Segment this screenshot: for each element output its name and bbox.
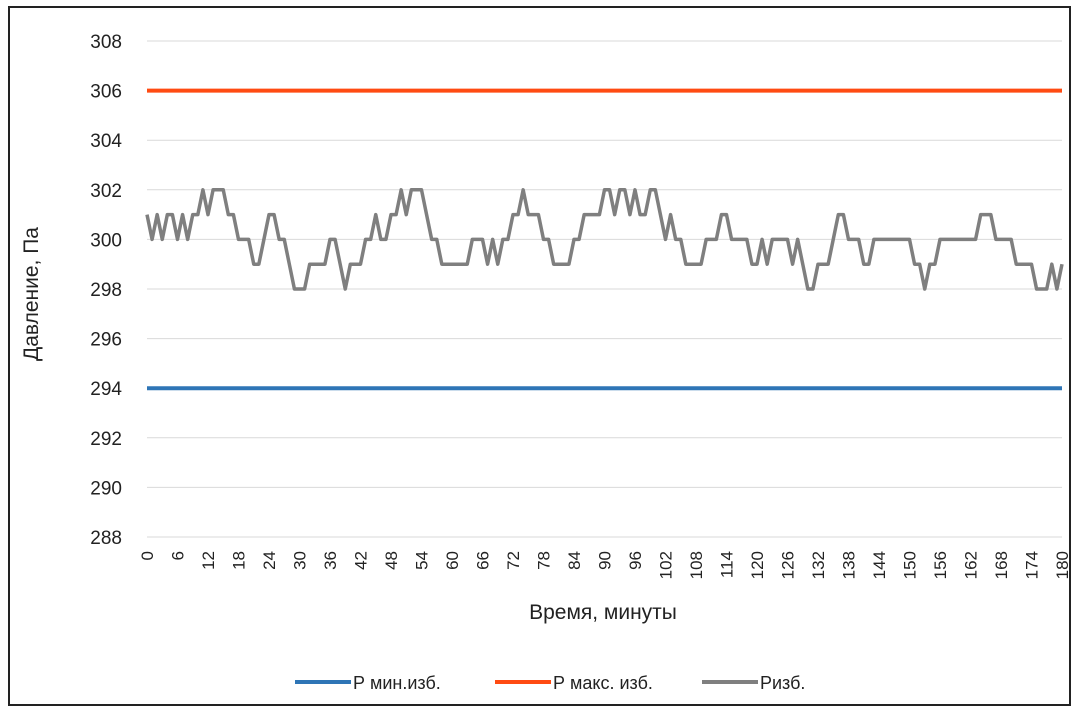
- y-tick-label: 298: [90, 280, 122, 301]
- x-tick-label: 180: [1053, 551, 1069, 579]
- y-tick-label: 308: [90, 32, 122, 53]
- x-tick-label: 132: [809, 551, 828, 579]
- legend: Р мин.изб. Р макс. изб. Ризб.: [295, 673, 805, 693]
- x-tick-label: 90: [596, 551, 615, 570]
- x-tick-label: 174: [1023, 551, 1042, 579]
- x-tick-label: 30: [291, 551, 310, 570]
- x-tick-label: 120: [748, 551, 767, 579]
- legend-label: Ризб.: [760, 673, 805, 693]
- x-tick-label: 6: [169, 551, 188, 560]
- x-tick-label: 0: [138, 551, 157, 560]
- y-tick-label: 304: [90, 131, 122, 152]
- x-tick-label: 138: [840, 551, 859, 579]
- y-tick-label: 288: [90, 528, 122, 549]
- y-tick-label: 292: [90, 429, 122, 450]
- x-tick-label: 48: [382, 551, 401, 570]
- x-tick-label: 18: [230, 551, 249, 570]
- y-axis-title: Давление, Па: [20, 227, 43, 361]
- x-tick-label: 96: [626, 551, 645, 570]
- series-lines: [145, 88, 1064, 391]
- x-tick-label: 144: [870, 551, 889, 579]
- y-tick-label: 296: [90, 330, 122, 351]
- y-tick-label: 302: [90, 181, 122, 202]
- line-chart: 288 290 292 294 296 298 300 302 304 306 308 0 6 12 18…: [20, 32, 1069, 693]
- x-tick-label: 24: [260, 551, 279, 570]
- x-tick-label: 12: [199, 551, 218, 570]
- x-axis-ticks: 0 6 12 18 24 30 36 42 48 54 60 66 72 78 84 90 96 102 108 11…: [138, 551, 1069, 579]
- x-tick-label: 114: [718, 551, 737, 578]
- x-tick-label: 78: [535, 551, 554, 570]
- y-tick-label: 290: [90, 478, 122, 499]
- x-tick-label: 126: [779, 551, 798, 579]
- x-tick-label: 72: [504, 551, 523, 570]
- x-tick-label: 36: [321, 551, 340, 570]
- x-tick-label: 168: [992, 551, 1011, 579]
- y-tick-label: 306: [90, 82, 122, 103]
- y-tick-label: 300: [90, 230, 122, 251]
- y-tick-label: 294: [90, 379, 122, 400]
- x-axis-title: Время, минуты: [529, 601, 677, 624]
- x-tick-label: 42: [352, 551, 371, 570]
- x-tick-label: 60: [443, 551, 462, 570]
- legend-label: Р макс. изб.: [553, 673, 653, 693]
- legend-label: Р мин.изб.: [353, 673, 441, 693]
- x-tick-label: 150: [901, 551, 920, 579]
- x-tick-label: 108: [687, 551, 706, 579]
- x-tick-label: 156: [931, 551, 950, 579]
- x-tick-label: 102: [657, 551, 676, 579]
- x-tick-label: 84: [565, 551, 584, 570]
- chart-frame: 288 290 292 294 296 298 300 302 304 306 308 0 6 12 18…: [8, 6, 1071, 706]
- series-line-3: [145, 188, 1064, 291]
- x-tick-label: 54: [413, 551, 432, 570]
- x-tick-label: 162: [962, 551, 981, 579]
- x-tick-label: 66: [474, 551, 493, 570]
- y-axis-ticks: 288 290 292 294 296 298 300 302 304 306 308: [90, 32, 122, 549]
